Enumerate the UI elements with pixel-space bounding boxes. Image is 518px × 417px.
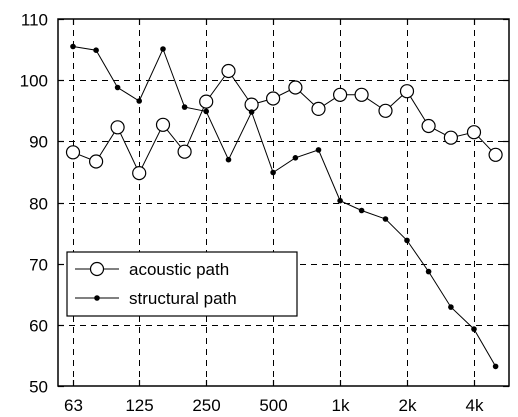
acoustic-path-point (244, 97, 259, 112)
structural-path-point (404, 237, 410, 244)
acoustic-path-point (88, 154, 104, 169)
y-tick-label: 80 (29, 195, 48, 214)
structural-path-line (72, 46, 497, 367)
structural-path-point (292, 155, 299, 161)
structural-path-point (203, 108, 209, 115)
acoustic-path-point (199, 94, 214, 109)
structural-path-point (181, 104, 188, 110)
structural-path-point (382, 216, 389, 222)
acoustic-path-point (399, 84, 415, 99)
x-tick-label: 500 (259, 396, 287, 415)
x-tick-label: 4k (466, 396, 484, 415)
legend-box (66, 251, 298, 317)
acoustic-path-point (378, 103, 393, 118)
y-tick-label: 50 (29, 378, 48, 397)
structural-path-point (358, 207, 365, 214)
structural-path-point (160, 46, 166, 52)
acoustic-path-point (65, 145, 81, 160)
structural-path-legend-label: structural path (129, 289, 237, 308)
acoustic-path-legend-marker (89, 261, 105, 277)
acoustic-path-point (266, 91, 281, 106)
x-tick-label: 63 (64, 396, 83, 415)
structural-path-point (93, 47, 99, 53)
structural-path-point (471, 326, 477, 332)
acoustic-path-point (311, 101, 326, 117)
y-tick-label: 100 (20, 72, 48, 91)
acoustic-path-point (155, 117, 171, 132)
structural-path-point (425, 268, 432, 275)
structural-path-point (270, 169, 276, 176)
acoustic-path-point (177, 144, 192, 159)
grid (58, 19, 509, 386)
y-tick-label: 90 (29, 133, 48, 152)
acoustic-path-point (443, 130, 458, 145)
acoustic-path-point (488, 147, 503, 162)
structural-path-point (70, 43, 76, 50)
acoustic-path-point (110, 120, 125, 135)
structural-path-point (492, 363, 499, 370)
acoustic-path-point (132, 166, 147, 181)
acoustic-path-legend-label: acoustic path (129, 260, 229, 279)
acoustic-path-point (333, 87, 348, 102)
structural-path-point (337, 197, 343, 204)
acoustic-path-point (421, 118, 436, 134)
y-tick-label: 60 (29, 317, 48, 336)
structural-path-point (136, 98, 142, 104)
axes: 63 125 250 500 1k 2k 4k 50 60 70 80 90 100 110 (20, 11, 509, 415)
x-tick-label: 2k (399, 396, 417, 415)
x-tick-label: 125 (125, 396, 153, 415)
structural-path-point (315, 147, 322, 153)
legend: acoustic path structural path (66, 251, 298, 317)
acoustic-path-point (288, 80, 303, 95)
x-tick-label: 250 (192, 396, 220, 415)
acoustic-path-point (221, 63, 236, 79)
structural-path-point (248, 109, 255, 115)
series-layer (65, 43, 503, 370)
structural-path-point (114, 84, 121, 91)
acoustic-path-point (466, 125, 482, 140)
structural-path-point (448, 304, 454, 310)
structural-path-point (225, 156, 232, 163)
plot-frame (57, 18, 510, 387)
structural-path-legend-marker (94, 295, 100, 301)
x-tick-label: 1k (332, 396, 350, 415)
y-tick-label: 70 (29, 256, 48, 275)
y-tick-label: 110 (21, 11, 48, 30)
acoustic-path-point (354, 87, 369, 102)
